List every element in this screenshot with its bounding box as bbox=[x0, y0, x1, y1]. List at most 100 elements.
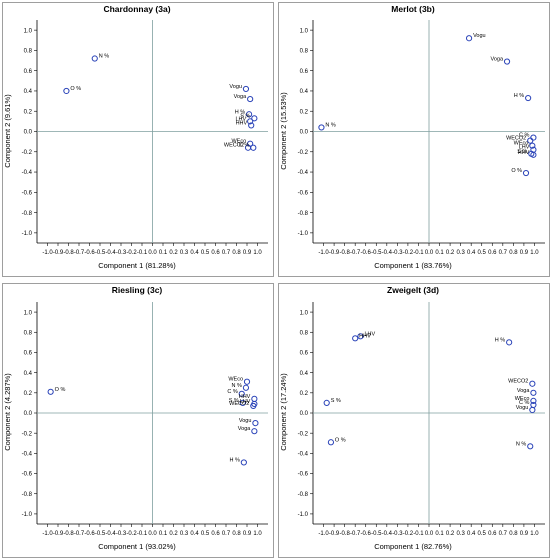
data-point-label: S % bbox=[331, 398, 341, 404]
x-tick-label: 0.4 bbox=[190, 531, 199, 537]
y-tick-label: 0.0 bbox=[24, 411, 33, 417]
data-point-label: Voga bbox=[517, 388, 530, 394]
y-tick-label: 0.2 bbox=[300, 391, 309, 397]
x-tick-label: 0.5 bbox=[201, 531, 210, 537]
x-tick-label: 0.7 bbox=[222, 250, 231, 256]
y-tick-label: 0.6 bbox=[24, 69, 33, 75]
y-tick-label: -0.2 bbox=[298, 431, 309, 437]
y-tick-label: 1.0 bbox=[300, 28, 309, 34]
x-tick-label: 0.1 bbox=[435, 531, 444, 537]
data-point-label: LHV bbox=[364, 331, 375, 337]
data-point bbox=[240, 459, 247, 466]
data-point bbox=[246, 111, 253, 118]
y-tick-label: -0.6 bbox=[22, 191, 33, 197]
data-point-label: N % bbox=[99, 54, 110, 60]
x-tick-label: 0.6 bbox=[211, 531, 220, 537]
x-tick-label: -0.7 bbox=[350, 531, 361, 537]
data-point-label: HHV bbox=[236, 120, 248, 126]
data-point-label: Vogu bbox=[473, 33, 486, 39]
x-tick-label: -0.9 bbox=[329, 250, 340, 256]
chart-title: Zweigelt (3d) bbox=[387, 285, 439, 295]
y-tick-label: -0.6 bbox=[298, 472, 309, 478]
data-point bbox=[506, 339, 513, 346]
y-tick-label: -1.0 bbox=[22, 231, 33, 237]
data-point-label: WECO2 bbox=[224, 143, 244, 149]
x-tick-label: 0.1 bbox=[435, 250, 444, 256]
x-tick-label: -0.8 bbox=[63, 531, 74, 537]
x-tick-label: 0.6 bbox=[488, 250, 497, 256]
chart-panel-4: Zweigelt (3d)-1.0 -0.9 -0.8 -0.7 -0.6 -0.5 -0.… bbox=[278, 283, 550, 558]
x-tick-label: -0.2 bbox=[126, 250, 137, 256]
x-tick-label: 0.0 bbox=[425, 531, 434, 537]
x-axis-label: Component 1 (81.28%) bbox=[98, 261, 176, 270]
data-point-label: LHV bbox=[240, 399, 251, 405]
data-point-label: WECO2 bbox=[508, 379, 528, 385]
y-tick-label: 0.4 bbox=[300, 89, 309, 95]
x-tick-label: -0.4 bbox=[105, 531, 116, 537]
x-tick-label: -0.9 bbox=[329, 531, 340, 537]
data-point bbox=[242, 384, 250, 391]
y-tick-label: -0.8 bbox=[22, 211, 33, 217]
x-tick-label: 1.0 bbox=[253, 250, 262, 256]
y-tick-label: 0.4 bbox=[24, 371, 33, 377]
x-tick-label: 0.0 bbox=[148, 531, 157, 537]
x-tick-label: -0.7 bbox=[74, 250, 85, 256]
y-axis-label: Component 2 (4.287%) bbox=[3, 373, 12, 451]
x-tick-label: 0.8 bbox=[509, 250, 518, 256]
y-tick-label: -0.6 bbox=[298, 191, 309, 197]
data-point bbox=[527, 137, 534, 144]
y-axis-label: Component 2 (9.61%) bbox=[3, 94, 12, 168]
data-point-label: S % bbox=[240, 113, 250, 119]
x-tick-label: 0.3 bbox=[456, 250, 465, 256]
y-tick-label: 0.2 bbox=[300, 109, 309, 115]
data-point-label: WEco bbox=[515, 396, 530, 402]
x-tick-label: -0.3 bbox=[392, 250, 403, 256]
y-tick-label: -0.4 bbox=[22, 170, 33, 176]
y-tick-label: 0.8 bbox=[24, 49, 33, 55]
data-point bbox=[528, 150, 535, 157]
data-point bbox=[527, 443, 534, 450]
data-point-label: Vogu bbox=[239, 418, 252, 424]
x-tick-label: 0.4 bbox=[467, 250, 476, 256]
data-point bbox=[529, 142, 536, 149]
x-tick-label: -0.6 bbox=[84, 531, 95, 537]
x-tick-label: -0.3 bbox=[392, 531, 403, 537]
data-point bbox=[251, 115, 258, 122]
x-tick-label: -0.8 bbox=[339, 531, 350, 537]
x-tick-label: -1.0 bbox=[42, 531, 53, 537]
data-point bbox=[248, 122, 255, 129]
data-point-label: H % bbox=[514, 93, 525, 99]
data-point bbox=[243, 378, 251, 385]
data-point-label: LHV bbox=[235, 116, 246, 122]
y-tick-label: -0.8 bbox=[298, 492, 309, 498]
x-tick-label: 0.2 bbox=[446, 531, 455, 537]
x-tick-label: 0.5 bbox=[478, 250, 487, 256]
x-tick-label: -0.1 bbox=[137, 250, 148, 256]
y-tick-label: -1.0 bbox=[298, 231, 309, 237]
x-tick-label: 0.9 bbox=[520, 531, 529, 537]
data-point bbox=[247, 95, 254, 103]
data-point bbox=[465, 35, 473, 42]
panel-frame bbox=[2, 283, 274, 558]
data-point-label: Vogu bbox=[229, 84, 242, 90]
x-tick-label: -1.0 bbox=[42, 250, 53, 256]
x-axis-label: Component 1 (93.02%) bbox=[98, 542, 176, 551]
data-point bbox=[530, 397, 537, 404]
chart-title: Riesling (3c) bbox=[112, 285, 163, 295]
x-tick-label: 0.3 bbox=[180, 250, 189, 256]
x-tick-label: 1.0 bbox=[530, 531, 539, 537]
data-point-label: Voga bbox=[234, 94, 247, 100]
x-tick-label: 0.9 bbox=[243, 531, 252, 537]
data-point-label: N % bbox=[325, 122, 336, 128]
x-tick-label: 0.9 bbox=[520, 250, 529, 256]
x-tick-label: 0.8 bbox=[232, 531, 241, 537]
x-axis-label: Component 1 (82.76%) bbox=[374, 542, 452, 551]
x-tick-label: 0.0 bbox=[425, 250, 434, 256]
data-point-label: N % bbox=[232, 383, 243, 389]
data-point-label: N % bbox=[516, 441, 527, 447]
data-point-label: WEco bbox=[228, 377, 243, 383]
data-point bbox=[250, 402, 257, 410]
y-tick-label: -0.4 bbox=[298, 452, 309, 458]
y-tick-label: 0.2 bbox=[24, 109, 33, 115]
